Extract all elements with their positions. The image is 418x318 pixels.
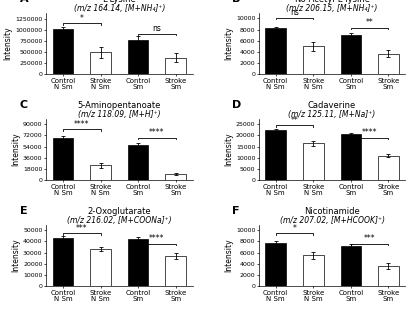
Bar <box>90 52 111 74</box>
Bar <box>90 249 111 286</box>
Y-axis label: Intensity: Intensity <box>11 238 20 272</box>
Text: ***: *** <box>76 224 88 233</box>
Text: C: C <box>20 100 28 110</box>
Y-axis label: Intensity: Intensity <box>224 238 233 272</box>
Text: *: * <box>293 224 296 233</box>
Bar <box>128 239 148 286</box>
Text: Cadaverine: Cadaverine <box>308 101 356 110</box>
Text: 2-Oxoglutarate: 2-Oxoglutarate <box>87 207 151 216</box>
Text: ****: **** <box>74 120 89 129</box>
Text: ns: ns <box>153 24 161 33</box>
Bar <box>53 238 73 286</box>
Text: F: F <box>232 206 240 216</box>
Bar <box>303 143 324 180</box>
Text: **: ** <box>291 116 298 125</box>
Text: Nicotinamide: Nicotinamide <box>304 207 360 216</box>
Text: L-Lysine: L-Lysine <box>102 0 136 4</box>
Text: 5-Aminopentanoate: 5-Aminopentanoate <box>78 101 161 110</box>
Text: (m/z 118.09, [M+H]⁺): (m/z 118.09, [M+H]⁺) <box>78 110 161 119</box>
Bar <box>128 145 148 180</box>
Bar <box>265 28 286 74</box>
Bar <box>128 40 148 74</box>
Text: E: E <box>20 206 27 216</box>
Text: N6-Acetyl-L-lysine: N6-Acetyl-L-lysine <box>294 0 370 4</box>
Text: *: * <box>80 14 84 23</box>
Bar <box>166 58 186 74</box>
Text: ****: **** <box>149 128 165 137</box>
Bar <box>378 156 399 180</box>
Text: (m/z 125.11, [M+Na]⁺): (m/z 125.11, [M+Na]⁺) <box>288 110 376 119</box>
Bar <box>341 246 361 286</box>
Y-axis label: Intensity: Intensity <box>224 27 233 60</box>
Bar <box>166 256 186 286</box>
Text: ***: *** <box>364 234 375 243</box>
Bar <box>53 29 73 74</box>
Y-axis label: Intensity: Intensity <box>11 133 20 166</box>
Bar <box>341 134 361 180</box>
Bar <box>378 54 399 74</box>
Text: ****: **** <box>149 234 165 243</box>
Bar <box>166 174 186 180</box>
Text: ****: **** <box>362 128 377 137</box>
Bar <box>303 46 324 74</box>
Bar <box>265 243 286 286</box>
Bar <box>90 165 111 180</box>
Bar <box>303 255 324 286</box>
Text: (m/z 207.02, [M+HCOOK]⁺): (m/z 207.02, [M+HCOOK]⁺) <box>280 216 385 225</box>
Text: A: A <box>20 0 28 4</box>
Bar <box>378 266 399 286</box>
Text: D: D <box>232 100 242 110</box>
Text: (m/z 206.15, [M+NH₄]⁺): (m/z 206.15, [M+NH₄]⁺) <box>286 4 378 13</box>
Text: **: ** <box>366 18 374 27</box>
Text: B: B <box>232 0 241 4</box>
Bar <box>265 130 286 180</box>
Text: (m/z 164.14, [M+NH₄]⁺): (m/z 164.14, [M+NH₄]⁺) <box>74 4 165 13</box>
Text: ns: ns <box>290 8 299 17</box>
Text: (m/z 216.02, [M+COONa]⁺): (m/z 216.02, [M+COONa]⁺) <box>67 216 172 225</box>
Bar <box>341 35 361 74</box>
Y-axis label: Intensity: Intensity <box>3 27 13 60</box>
Bar <box>53 138 73 180</box>
Y-axis label: Intensity: Intensity <box>224 133 233 166</box>
